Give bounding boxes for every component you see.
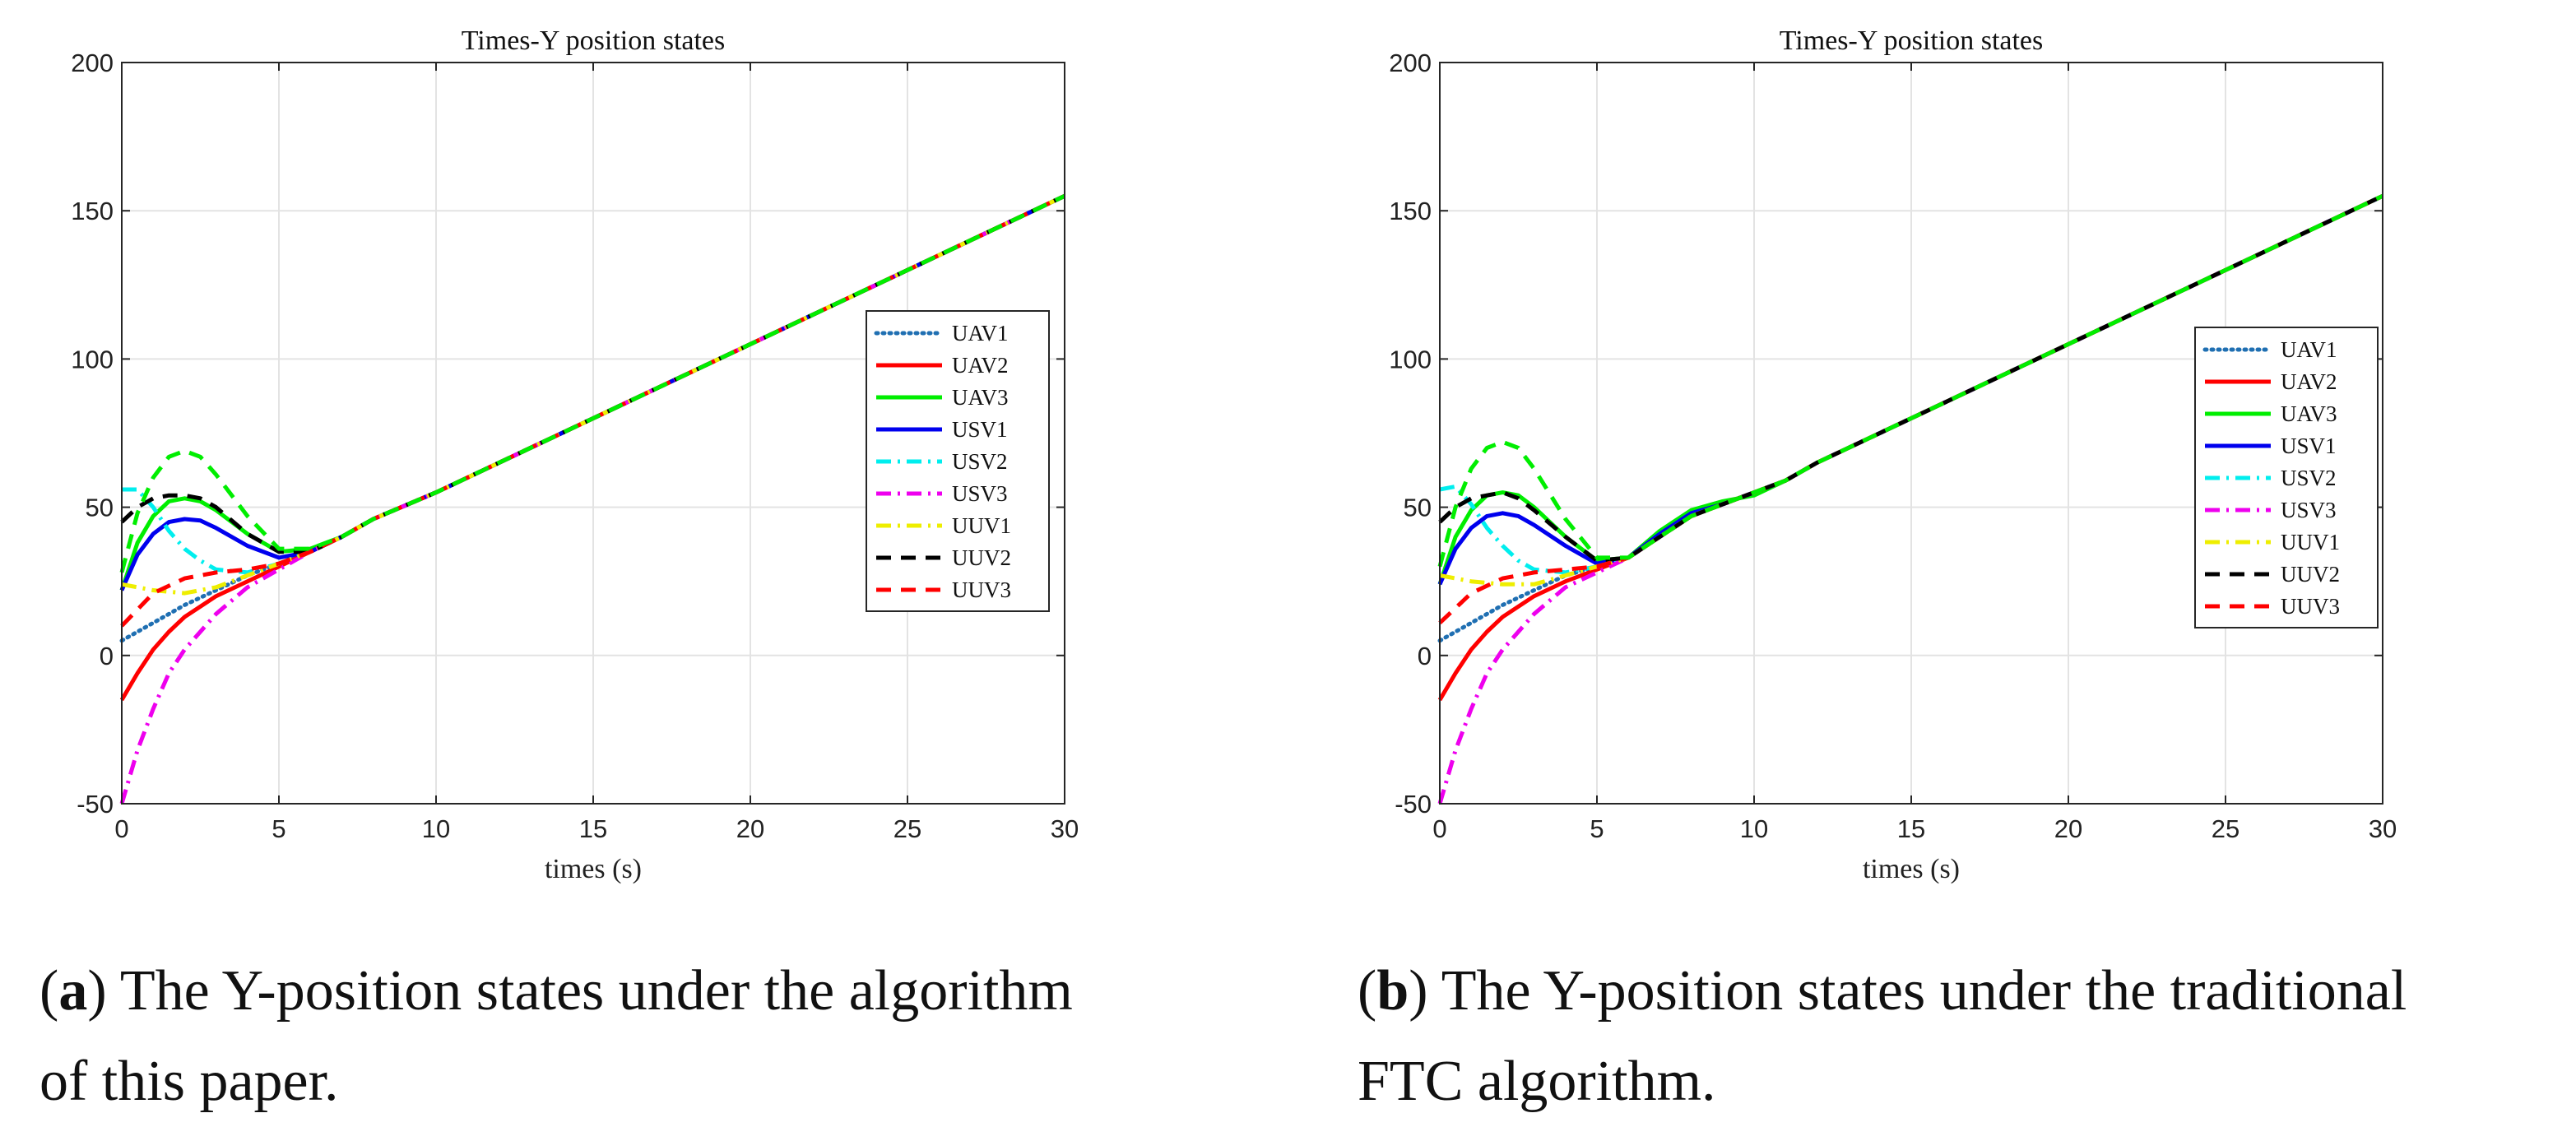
chart-a-legend-label-usv2: USV2 [952, 449, 1008, 474]
chart-a-legend-box [866, 310, 1050, 612]
chart-b-legend-label-uav1: UAV1 [2281, 337, 2337, 362]
chart-a-ytick-label: 100 [71, 345, 114, 373]
chart-b-xtick-label: 0 [1432, 814, 1446, 843]
chart-a-xtick-label: 5 [272, 814, 285, 843]
caption-b: (b) The Y-position states under the trad… [1358, 959, 2407, 1113]
chart-b-xtick-label: 10 [1740, 814, 1768, 843]
chart-a-xtick-label: 10 [422, 814, 450, 843]
chart-b-xtick-label: 25 [2212, 814, 2239, 843]
chart-b-xtick-label: 30 [2369, 814, 2397, 843]
chart-b-legend-label-usv1: USV1 [2281, 434, 2337, 458]
chart-a-series-line-usv3 [119, 193, 1066, 805]
chart-a-xtick-label: 0 [114, 814, 128, 843]
chart-a-legend-label-uuv1: UUV1 [952, 513, 1011, 538]
chart-b-legend: UAV1 UAV2 UAV3 USV1 USV2 USV3 UUV1 UUV2 UUV3 [2194, 327, 2379, 628]
chart-a-legend-label-uuv3: UUV3 [952, 577, 1011, 602]
chart-b-xtick-label: 5 [1590, 814, 1604, 843]
chart-a-legend-label-uav1: UAV1 [952, 321, 1009, 346]
chart-a-ytick-label: 50 [86, 494, 114, 522]
caption-a: (a) The Y-position states under the algo… [39, 959, 1073, 1113]
chart-b-legend-label-usv2: USV2 [2281, 466, 2337, 490]
chart-a-title: Times-Y position states [462, 26, 726, 56]
chart-a-ytick-label: 200 [71, 49, 114, 77]
chart-b-ytick-label: 100 [1389, 345, 1432, 373]
chart-a-xtick-label: 30 [1051, 814, 1079, 843]
caption-a-label: a [58, 959, 88, 1023]
chart-b-legend-label-usv3: USV3 [2281, 498, 2337, 522]
figure-panel-a: 0 5 10 15 20 25 30 -50 0 50 100 150 200 Times-Y posit… [0, 0, 1283, 1125]
chart-a-series-group [119, 193, 1067, 805]
chart-b-ytick-label: 50 [1404, 494, 1432, 522]
chart-a-xtick-label: 25 [893, 814, 921, 843]
caption-a-line1: The Y-position states under the algorith… [106, 959, 1073, 1023]
chart-b-legend-label-uav2: UAV2 [2281, 369, 2337, 394]
chart-b-title: Times-Y position states [1780, 26, 2044, 56]
caption-b-label: b [1376, 959, 1409, 1023]
chart-a-xtick-label: 20 [736, 814, 764, 843]
chart-a-legend: UAV1 UAV2 UAV3 USV1 USV2 USV3 UUV1 UUV2 UUV3 [866, 310, 1050, 612]
chart-b-xtick-label: 20 [2054, 814, 2082, 843]
chart-b-legend-label-uuv3: UUV3 [2281, 594, 2340, 619]
chart-a-ytick-label: 150 [71, 197, 114, 225]
chart-b-legend-label-uav3: UAV3 [2281, 401, 2337, 426]
caption-b-line1: The Y-position states under the traditio… [1427, 959, 2407, 1023]
chart-b-ytick-label: 200 [1389, 49, 1432, 77]
caption-b-line2: FTC algorithm. [1358, 1050, 1716, 1113]
chart-a-series-line-uav3-peak [119, 193, 1066, 573]
chart-a-legend-label-uav2: UAV2 [952, 353, 1009, 378]
chart-b-ytick-label: 0 [1418, 642, 1432, 670]
chart-a-legend-label-uav3: UAV3 [952, 385, 1009, 410]
chart-b-series-group [1437, 193, 2385, 805]
chart-a-legend-label-uuv2: UUV2 [952, 545, 1011, 570]
chart-a-xlabel: times (s) [545, 854, 642, 884]
chart-b-series-line-uuv2 [1438, 193, 2384, 563]
chart-b-xlabel: times (s) [1863, 854, 1960, 884]
chart-a-ytick-label: 0 [100, 642, 114, 670]
chart-a-legend-label-usv3: USV3 [952, 481, 1008, 506]
chart-b-ytick-label: -50 [1395, 790, 1432, 819]
chart-a-legend-label-usv1: USV1 [952, 417, 1008, 442]
chart-b-xtick-label: 15 [1897, 814, 1925, 843]
chart-a-ytick-label: -50 [77, 790, 114, 819]
chart-b-legend-label-uuv1: UUV1 [2281, 530, 2340, 554]
chart-b-legend-box [2194, 327, 2379, 628]
chart-a-xtick-label: 15 [579, 814, 607, 843]
chart-b-series-line-uav3-peak [1437, 193, 2384, 568]
caption-a-line2: of this paper. [39, 1050, 339, 1113]
chart-b-ytick-label: 150 [1389, 197, 1432, 225]
figure-panel-b: 0 5 10 15 20 25 30 -50 0 50 100 150 200 Times-Y posit… [1316, 0, 2576, 1125]
chart-b-legend-label-uuv2: UUV2 [2281, 562, 2340, 587]
